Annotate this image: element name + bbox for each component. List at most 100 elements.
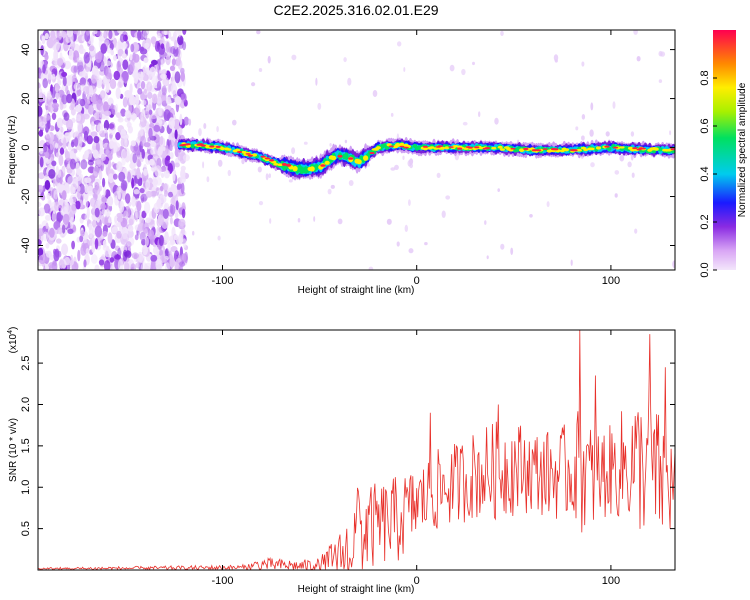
x-tick-label: -100 — [211, 575, 233, 587]
noise-blob — [135, 104, 141, 116]
noise-blob — [42, 78, 48, 89]
chart-title: C2E2.2025.316.02.01.E29 — [273, 2, 438, 18]
noise-blob — [38, 201, 42, 207]
noise-blob — [140, 135, 147, 147]
noise-speck — [315, 77, 318, 86]
noise-blob — [70, 254, 74, 266]
noise-blob — [182, 41, 187, 51]
ridge-mark — [474, 146, 480, 149]
noise-blob — [110, 103, 114, 111]
noise-blob — [94, 181, 100, 191]
ridge-mark — [457, 147, 463, 150]
noise-blob — [117, 48, 124, 57]
noise-speck — [494, 117, 499, 125]
noise-blob — [152, 156, 156, 166]
noise-blob — [145, 111, 150, 119]
noise-blob — [109, 140, 115, 150]
noise-speck — [581, 114, 586, 120]
noise-blob — [127, 125, 133, 134]
noise-blob — [133, 189, 140, 195]
noise-blob — [56, 238, 62, 244]
noise-blob — [104, 130, 108, 142]
noise-speck — [217, 235, 221, 241]
noise-speck — [669, 130, 672, 136]
noise-blob — [105, 60, 112, 67]
noise-blob — [157, 146, 163, 156]
ridge-mark — [559, 149, 565, 153]
noise-blob — [57, 227, 63, 235]
ridge-mark — [209, 145, 215, 148]
noise-blob — [54, 92, 60, 100]
noise-blob — [120, 138, 125, 148]
noise-blob — [51, 112, 57, 121]
ridge-mark — [653, 147, 659, 151]
noise-blob — [175, 200, 179, 211]
noise-blob — [48, 169, 56, 179]
ridge-mark — [251, 153, 258, 157]
noise-blob — [170, 36, 176, 42]
noise-blob — [147, 229, 155, 240]
noise-speck — [462, 121, 468, 126]
noise-blob — [38, 172, 45, 180]
noise-speck — [329, 143, 332, 147]
noise-blob — [94, 264, 100, 270]
noise-speck — [288, 179, 293, 183]
y-tick-label: 2.5 — [20, 355, 32, 370]
noise-blob — [118, 112, 122, 121]
noise-blob — [160, 172, 165, 178]
noise-blob — [45, 222, 49, 229]
noise-blob — [95, 52, 103, 63]
noise-blob — [77, 98, 83, 105]
noise-speck — [337, 218, 343, 225]
noise-blob — [145, 179, 151, 190]
noise-speck — [258, 201, 264, 206]
noise-blob — [85, 66, 90, 72]
noise-blob — [115, 87, 121, 100]
noise-blob — [66, 168, 73, 174]
noise-speck — [408, 199, 411, 207]
noise-speck — [188, 118, 192, 126]
noise-blob — [54, 82, 60, 93]
noise-blob — [161, 85, 167, 96]
noise-blob — [62, 213, 70, 225]
noise-blob — [106, 47, 113, 54]
noise-speck — [408, 248, 414, 254]
noise-speck — [614, 193, 618, 198]
noise-blob — [150, 140, 156, 148]
noise-blob — [93, 136, 100, 144]
noise-blob — [165, 262, 170, 270]
noise-blob — [165, 41, 170, 53]
noise-blob — [114, 254, 121, 260]
noise-speck — [297, 218, 301, 223]
noise-blob — [91, 219, 97, 228]
noise-blob — [176, 189, 181, 197]
noise-blob — [174, 129, 178, 140]
noise-blob — [85, 248, 90, 256]
noise-blob — [163, 183, 168, 192]
noise-blob — [38, 190, 41, 201]
noise-blob — [114, 221, 118, 231]
noise-blob — [170, 204, 176, 215]
noise-blob — [117, 259, 124, 270]
noise-blob — [159, 136, 164, 146]
noise-blob — [134, 94, 140, 106]
noise-blob — [156, 80, 162, 91]
ridge-mark — [399, 145, 405, 148]
noise-blob — [135, 262, 140, 269]
noise-blob — [45, 214, 52, 221]
noise-blob — [79, 48, 86, 54]
noise-blob — [154, 176, 162, 186]
noise-blob — [53, 250, 60, 262]
noise-blob — [53, 189, 59, 200]
noise-blob — [99, 59, 105, 72]
noise-blob — [151, 59, 158, 66]
noise-blob — [143, 88, 148, 94]
ridge-mark — [531, 149, 538, 152]
noise-blob — [90, 33, 94, 45]
noise-speck — [291, 147, 296, 155]
ridge-mark — [510, 147, 516, 150]
noise-speck — [500, 30, 504, 36]
noise-blob — [169, 144, 173, 152]
noise-blob — [148, 127, 153, 139]
noise-blob — [91, 74, 97, 84]
